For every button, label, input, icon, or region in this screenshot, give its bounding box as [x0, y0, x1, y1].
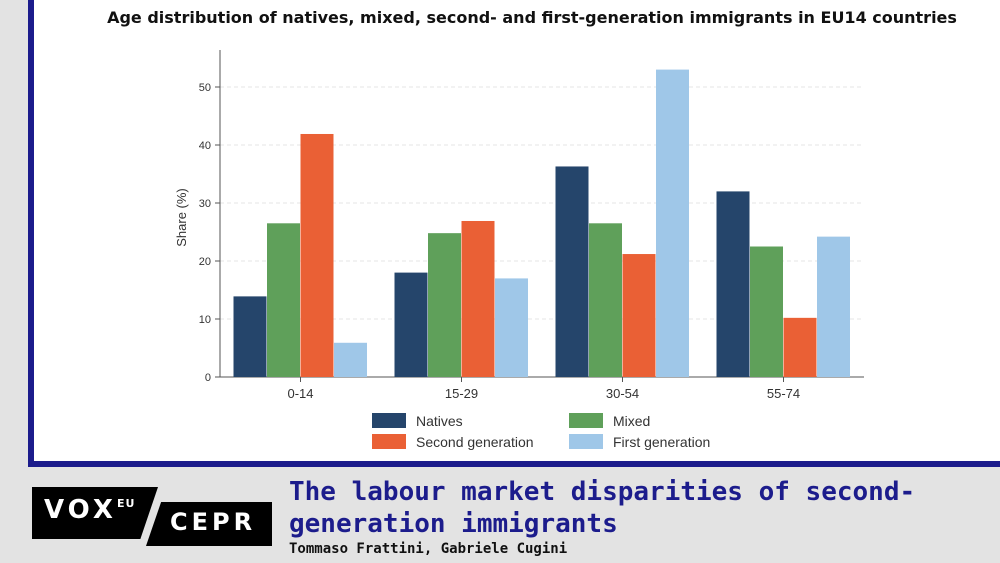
legend-swatch [372, 434, 406, 449]
legend-swatch [569, 434, 603, 449]
bar [750, 246, 783, 377]
bar [267, 223, 300, 377]
bar [461, 220, 495, 377]
y-tick-label: 10 [199, 314, 211, 326]
bar [233, 296, 267, 377]
article-title[interactable]: The labour market disparities of second-… [289, 477, 916, 539]
bar [555, 166, 589, 377]
x-tick-label: 0-14 [287, 386, 313, 401]
bar [589, 223, 622, 377]
y-tick-label: 40 [199, 140, 211, 152]
bar [334, 342, 367, 377]
x-tick-label: 15-29 [445, 386, 478, 401]
bar [428, 233, 461, 377]
vox-logo-block [32, 487, 158, 539]
vox-logo-text: VOX [44, 495, 117, 525]
bar-chart: 0 10 20 30 40 50 Share (%) 0-14 15-29 30-54 55-74 N… [174, 50, 864, 450]
y-tick-label: 20 [199, 256, 211, 268]
chart-panel: Age distribution of natives, mixed, seco… [28, 0, 1000, 467]
legend-swatch [372, 413, 406, 428]
article-authors: Tommaso Frattini, Gabriele Cugini [289, 541, 568, 557]
legend-label: First generation [613, 434, 710, 450]
bar [716, 191, 750, 377]
legend-label: Mixed [613, 413, 650, 429]
y-tick-label: 0 [205, 372, 211, 384]
bar [495, 278, 528, 377]
eu-logo-text: EU [117, 497, 136, 510]
bar [394, 272, 428, 377]
x-tick-label: 30-54 [606, 386, 639, 401]
bar [817, 236, 850, 377]
y-tick-label: 50 [199, 82, 211, 94]
bar [656, 69, 689, 377]
x-tick-label: 55-74 [767, 386, 800, 401]
legend-swatch [569, 413, 603, 428]
bar [783, 317, 817, 377]
chart-title: Age distribution of natives, mixed, seco… [107, 8, 957, 27]
bar [622, 254, 656, 377]
bar [300, 133, 334, 377]
cepr-logo-block [146, 502, 272, 546]
y-tick-label: 30 [199, 198, 211, 210]
y-axis-label: Share (%) [174, 188, 189, 247]
cepr-logo-text: CEPR [170, 508, 257, 536]
legend-label: Second generation [416, 434, 534, 450]
legend-label: Natives [416, 413, 463, 429]
